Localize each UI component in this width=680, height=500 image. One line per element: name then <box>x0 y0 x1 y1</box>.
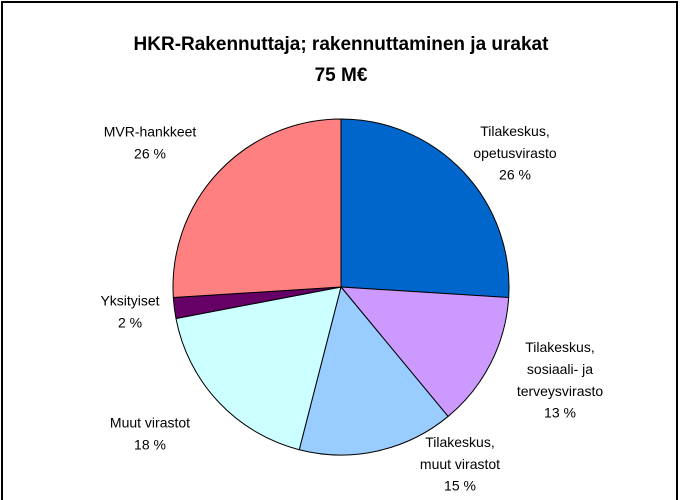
pie-slice <box>339 286 510 418</box>
slice-label: MVR-hankkeet <box>104 124 197 140</box>
value-label: 13 % <box>544 405 576 421</box>
slice-label: Yksityiset <box>100 293 159 309</box>
value-label: 26 % <box>499 167 531 183</box>
slice-label: Tilakeskus, sosiaali- ja terveysvirasto <box>517 339 604 399</box>
pie-slice <box>175 286 342 451</box>
slice-label: Tilakeskus, muut virastot <box>420 434 500 472</box>
slice-label: Muut virastot <box>110 415 190 431</box>
value-label: 2 % <box>118 315 142 331</box>
value-label: 26 % <box>134 146 166 162</box>
value-label: 15 % <box>444 478 476 494</box>
pie-slice <box>298 285 449 456</box>
chart-subtitle: 75 M€ <box>315 65 368 86</box>
pie-slice <box>340 118 510 299</box>
value-label: 18 % <box>134 437 166 453</box>
chart-title: HKR-Rakennuttaja; rakennuttaminen ja ura… <box>134 34 550 55</box>
pie-slice <box>172 118 342 299</box>
slice-label: Tilakeskus, opetusvirasto <box>473 123 556 161</box>
